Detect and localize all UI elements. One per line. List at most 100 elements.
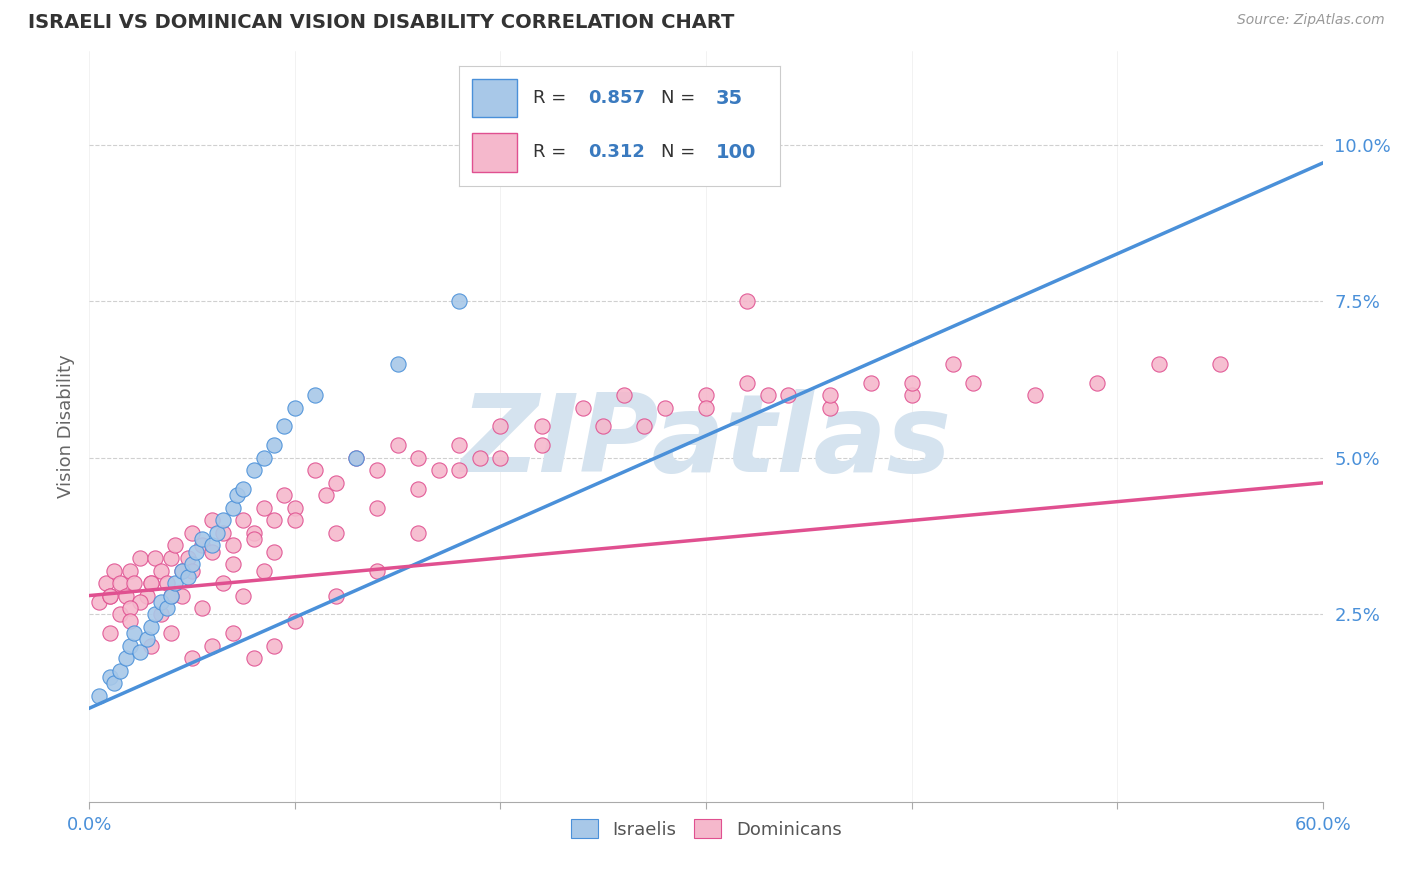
Point [284, 500, 307, 515]
Point [571, 401, 593, 415]
Point [180, 525, 202, 540]
Point [143, 607, 166, 622]
Point [325, 475, 347, 490]
Point [98, 626, 121, 640]
Point [139, 576, 162, 591]
Point [325, 525, 347, 540]
Point [156, 576, 179, 591]
Point [222, 626, 245, 640]
Legend: Israelis, Dominicans: Israelis, Dominicans [564, 812, 849, 846]
Point [120, 564, 142, 578]
Point [139, 639, 162, 653]
Point [201, 539, 224, 553]
Point [160, 589, 183, 603]
Point [325, 589, 347, 603]
Point [242, 525, 264, 540]
Point [427, 463, 450, 477]
Point [315, 488, 337, 502]
Point [103, 676, 125, 690]
Point [170, 564, 193, 578]
Point [232, 513, 254, 527]
Point [253, 500, 276, 515]
Point [124, 576, 146, 591]
Point [89, 689, 111, 703]
Point [273, 419, 295, 434]
Point [143, 551, 166, 566]
Point [304, 463, 326, 477]
Point [201, 639, 224, 653]
Point [406, 525, 429, 540]
Point [284, 614, 307, 628]
Point [406, 450, 429, 465]
Point [108, 664, 131, 678]
Point [284, 401, 307, 415]
Point [177, 551, 200, 566]
Point [695, 388, 717, 402]
Point [735, 294, 758, 309]
Point [191, 539, 214, 553]
Point [366, 463, 388, 477]
Point [242, 532, 264, 546]
Point [263, 545, 285, 559]
Point [273, 488, 295, 502]
Point [387, 438, 409, 452]
Point [242, 651, 264, 665]
Point [115, 589, 138, 603]
Point [735, 376, 758, 390]
Point [98, 589, 121, 603]
Point [1085, 376, 1108, 390]
Point [191, 532, 214, 546]
Point [180, 651, 202, 665]
Point [900, 388, 922, 402]
Point [205, 525, 228, 540]
Point [201, 513, 224, 527]
Point [184, 545, 207, 559]
Point [222, 558, 245, 572]
Point [89, 595, 111, 609]
Point [94, 576, 117, 591]
Point [263, 513, 285, 527]
Point [120, 601, 142, 615]
Point [150, 607, 173, 622]
Point [211, 525, 233, 540]
Point [232, 482, 254, 496]
Point [284, 513, 307, 527]
Text: ZIPatlas: ZIPatlas [461, 389, 952, 494]
Point [226, 488, 249, 502]
Text: ISRAELI VS DOMINICAN VISION DISABILITY CORRELATION CHART: ISRAELI VS DOMINICAN VISION DISABILITY C… [28, 13, 734, 32]
Point [180, 558, 202, 572]
Point [253, 450, 276, 465]
Point [489, 450, 512, 465]
Point [613, 388, 636, 402]
Point [263, 639, 285, 653]
Point [98, 589, 121, 603]
Point [129, 551, 152, 566]
Point [115, 651, 138, 665]
Point [468, 450, 491, 465]
Point [177, 570, 200, 584]
Point [263, 438, 285, 452]
Point [120, 639, 142, 653]
Point [366, 564, 388, 578]
Point [201, 545, 224, 559]
Text: Source: ZipAtlas.com: Source: ZipAtlas.com [1237, 13, 1385, 28]
Point [489, 419, 512, 434]
Point [160, 626, 183, 640]
Point [366, 500, 388, 515]
Point [108, 607, 131, 622]
Point [592, 419, 614, 434]
Point [139, 620, 162, 634]
Point [654, 401, 676, 415]
Point [165, 539, 187, 553]
Point [191, 601, 214, 615]
Point [150, 564, 173, 578]
Point [304, 388, 326, 402]
Point [170, 564, 193, 578]
Point [232, 589, 254, 603]
Point [1024, 388, 1046, 402]
Point [962, 376, 984, 390]
Point [156, 601, 179, 615]
Point [859, 376, 882, 390]
Point [120, 614, 142, 628]
Point [530, 419, 553, 434]
